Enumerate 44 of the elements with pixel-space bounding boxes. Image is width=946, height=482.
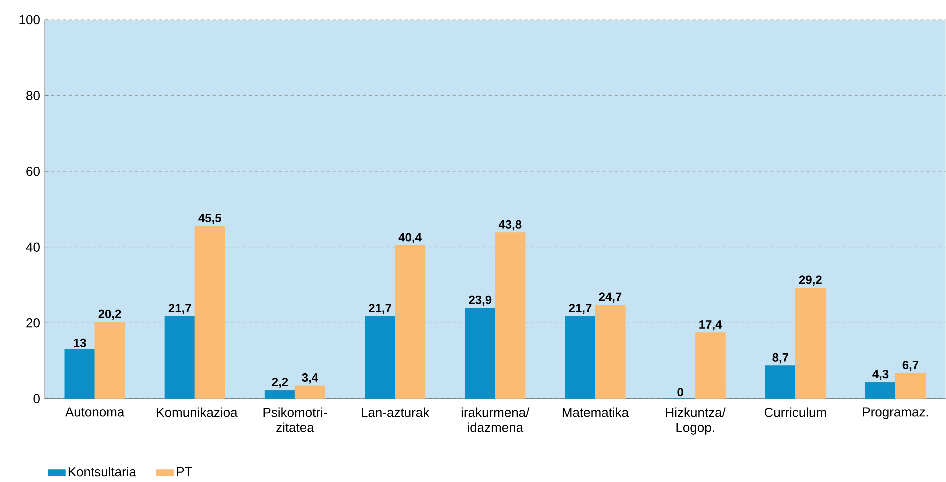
x-tick-label: Programaz.: [863, 407, 928, 420]
y-tick-label: 0: [34, 394, 40, 404]
data-label: 4,3: [872, 370, 889, 380]
bar: [695, 332, 726, 399]
bar: [395, 245, 426, 399]
x-tick-label: Hizkuntza/ Logop.: [666, 407, 726, 435]
legend-label: Kontsultaria: [68, 466, 136, 476]
data-label: 40,4: [398, 233, 422, 244]
y-tick-label: 40: [26, 242, 40, 252]
x-tick-label: irakurmena/ idazmena: [462, 407, 530, 432]
y-tick-label: 100: [20, 15, 40, 24]
data-label: 23,9: [469, 296, 492, 306]
data-label: 6,7: [902, 360, 919, 371]
legend-label: PT: [177, 467, 192, 476]
data-label: 17,4: [700, 320, 722, 330]
data-label: 0: [678, 388, 684, 396]
data-label: 24,7: [599, 292, 622, 303]
data-label: 21,7: [369, 304, 392, 314]
y-tick-label: 60: [26, 166, 40, 176]
data-label: 43,8: [498, 220, 522, 230]
x-tick-label: Matematika: [562, 407, 630, 418]
bar: [94, 322, 126, 399]
x-tick-label: Autonoma: [65, 407, 125, 417]
data-label: 3,4: [302, 373, 318, 384]
data-label: 21,7: [168, 304, 192, 314]
bar: [595, 304, 626, 399]
x-tick-label: Curriculum: [764, 407, 826, 418]
x-tick-label: Komunikazioa: [157, 407, 238, 418]
x-tick-label: Psikomotri-zitatea: [264, 407, 328, 432]
bar: [294, 385, 326, 399]
y-tick-label: 80: [26, 90, 40, 100]
data-label: 2,2: [272, 378, 288, 388]
data-label: 29,2: [799, 276, 822, 286]
data-label: 20,2: [98, 310, 122, 320]
y-tick-label: 20: [26, 318, 40, 328]
bar: [895, 372, 926, 399]
x-tick-label: Lan-azturak: [362, 407, 430, 418]
bar: [194, 226, 226, 399]
data-label: 21,7: [569, 304, 592, 314]
data-label: 13: [74, 338, 86, 348]
data-label: 45,5: [198, 214, 222, 224]
data-label: 8,7: [772, 353, 788, 364]
bar: [795, 288, 826, 399]
bar: [495, 232, 526, 399]
